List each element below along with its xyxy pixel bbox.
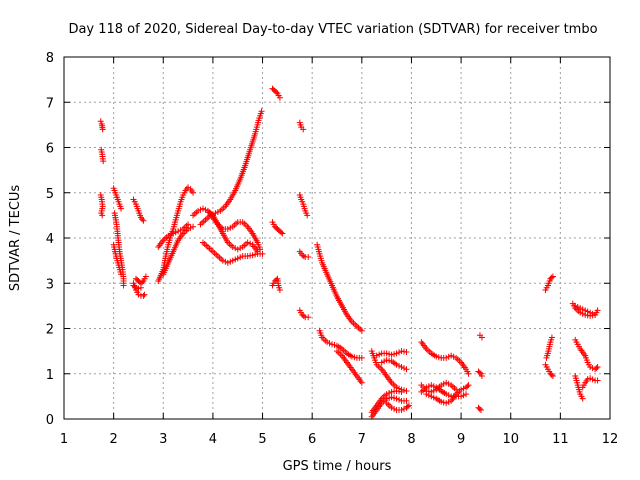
data-point — [463, 391, 470, 398]
data-point — [594, 363, 601, 370]
data-point — [305, 314, 312, 321]
grid — [64, 57, 610, 419]
data-point — [305, 254, 312, 261]
data-point — [97, 118, 104, 125]
data-point — [139, 279, 146, 286]
data-point — [476, 369, 483, 376]
y-tick-label: 5 — [46, 187, 54, 202]
x-tick-label: 9 — [457, 432, 465, 447]
x-tick-label: 3 — [159, 432, 167, 447]
data-point — [258, 108, 265, 115]
data-point — [403, 366, 410, 373]
data-point — [118, 271, 125, 278]
data-point — [99, 126, 106, 133]
data-point — [398, 388, 405, 395]
data-point — [140, 292, 147, 299]
data-point — [142, 273, 149, 280]
data-point — [403, 387, 410, 394]
data-point — [549, 273, 556, 280]
chart-title: Day 118 of 2020, Sidereal Day-to-day VTE… — [68, 22, 597, 37]
data-point — [579, 395, 586, 402]
x-tick-label: 12 — [602, 432, 619, 447]
data-point — [120, 282, 127, 289]
data-point — [358, 354, 365, 361]
x-tick-label: 4 — [209, 432, 217, 447]
data-point — [465, 370, 472, 377]
data-point — [453, 386, 460, 393]
data-point — [300, 313, 307, 320]
data-point — [190, 223, 197, 230]
data-point — [465, 382, 472, 389]
y-tick-label: 0 — [46, 413, 54, 428]
x-tick-label: 7 — [358, 432, 366, 447]
data-point — [131, 283, 138, 290]
data-point — [300, 126, 307, 133]
data-point — [259, 250, 266, 257]
data-point — [549, 373, 556, 380]
y-tick-label: 7 — [46, 96, 54, 111]
data-point — [476, 405, 483, 412]
data-point — [141, 291, 148, 298]
data-marks — [97, 85, 601, 420]
x-axis-label: GPS time / hours — [283, 459, 392, 474]
y-tick-label: 1 — [46, 368, 54, 383]
y-tick-label: 6 — [46, 142, 54, 157]
data-point — [592, 311, 599, 318]
data-point — [257, 246, 264, 253]
data-point — [276, 94, 283, 101]
data-point — [464, 383, 471, 390]
data-point — [593, 365, 600, 372]
data-point — [548, 274, 555, 281]
data-point — [478, 334, 485, 341]
data-point — [477, 406, 484, 413]
data-point — [279, 230, 286, 237]
data-point — [304, 212, 311, 219]
data-point — [594, 307, 601, 314]
y-tick-label: 3 — [46, 277, 54, 292]
data-point — [99, 212, 106, 219]
data-point — [140, 217, 147, 224]
x-tick-label: 8 — [407, 432, 415, 447]
data-point — [190, 189, 197, 196]
data-point — [100, 158, 107, 165]
x-tick-label: 2 — [109, 432, 117, 447]
data-point — [358, 327, 365, 334]
data-point — [405, 402, 412, 409]
data-point — [273, 89, 280, 96]
data-point — [594, 377, 601, 384]
x-tick-label: 10 — [502, 432, 519, 447]
y-tick-label: 2 — [46, 323, 54, 338]
y-axis-label: SDTVAR / TECUs — [8, 185, 23, 292]
x-tick-label: 6 — [308, 432, 316, 447]
plot-frame — [63, 56, 611, 420]
data-point — [118, 205, 125, 212]
data-point — [358, 379, 365, 386]
data-point — [403, 349, 410, 356]
x-tick-label: 11 — [552, 432, 569, 447]
data-point — [300, 253, 307, 260]
data-point — [137, 284, 144, 291]
y-tick-label: 8 — [46, 51, 54, 66]
y-tick-label: 4 — [46, 232, 54, 247]
data-point — [403, 397, 410, 404]
x-tick-label: 5 — [258, 432, 266, 447]
data-point — [404, 403, 411, 410]
data-point — [276, 287, 283, 294]
data-point — [548, 371, 555, 378]
data-point — [478, 373, 485, 380]
x-tick-label: 1 — [60, 432, 68, 447]
data-point — [278, 229, 285, 236]
data-point — [548, 334, 555, 341]
